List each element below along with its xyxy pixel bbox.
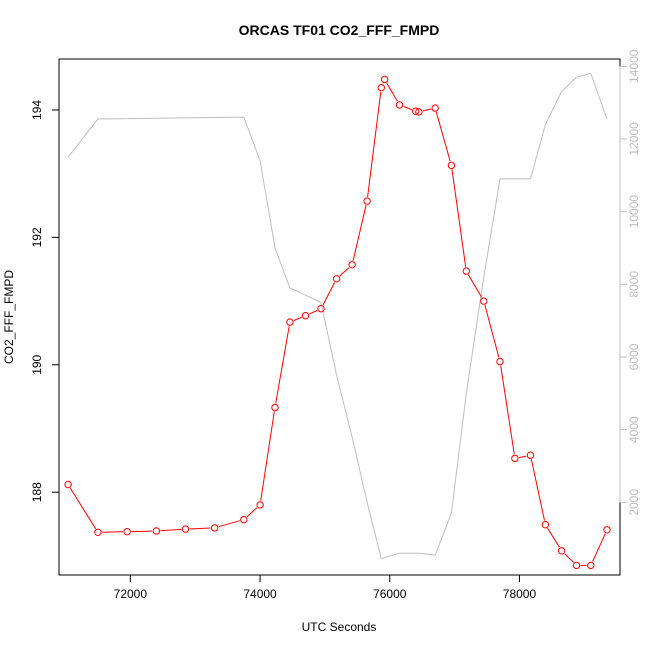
secondary-series-line xyxy=(67,72,608,560)
co2-point xyxy=(256,501,264,509)
co2-point xyxy=(526,451,535,459)
x-axis-label: UTC Seconds xyxy=(302,620,377,634)
co2-line-segment xyxy=(530,459,545,521)
co2-point xyxy=(332,275,341,283)
co2-line-segment xyxy=(275,326,290,404)
x-tick-label: 74000 xyxy=(243,587,277,601)
y-tick-right-label: 12000 xyxy=(627,122,641,156)
y-tick-left-label: 190 xyxy=(30,354,44,374)
co2-point xyxy=(317,305,325,313)
co2-point xyxy=(123,528,131,536)
y-axis-left: 188 190 192 194 xyxy=(30,100,60,502)
y-axis-label: CO2_FFF_FMPD xyxy=(2,270,16,364)
co2-line-segment xyxy=(518,455,527,459)
co2-point xyxy=(94,528,102,536)
co2-point xyxy=(181,525,190,533)
co2-series xyxy=(64,75,611,570)
co2-point xyxy=(363,197,371,205)
co2-line-segment xyxy=(260,411,275,501)
co2-line-segment xyxy=(564,553,574,563)
co2-point xyxy=(240,515,248,524)
y-tick-right-label: 8000 xyxy=(627,271,641,298)
co2-line-segment xyxy=(500,365,515,455)
co2-line-segment xyxy=(160,528,182,532)
co2-point xyxy=(395,101,404,109)
co2-line-segment xyxy=(69,487,97,530)
co2-line-segment xyxy=(467,274,483,298)
co2-point xyxy=(587,561,595,570)
co2-line-segment xyxy=(309,309,318,315)
co2-line-segment xyxy=(367,91,382,197)
y-tick-right-label: 2000 xyxy=(627,489,641,516)
co2-line-segment xyxy=(131,530,153,533)
co2-line-segment xyxy=(484,304,500,358)
y-tick-right-label: 10000 xyxy=(627,195,641,229)
co2-line-segment xyxy=(403,105,412,111)
co2-line-segment xyxy=(435,111,451,162)
x-tick-label: 76000 xyxy=(373,587,407,601)
co2-line-segment xyxy=(547,527,560,548)
co2-point xyxy=(572,561,581,570)
co2-point xyxy=(480,297,488,305)
y-tick-right-label: 4000 xyxy=(627,416,641,443)
co2-line-segment xyxy=(451,169,467,268)
co2-line-segment xyxy=(322,282,336,306)
y-axis-right: 2000 4000 6000 8000 10000 12000 14000 xyxy=(619,49,641,516)
co2-point xyxy=(377,84,385,92)
co2-point xyxy=(415,108,423,116)
x-axis: 72000 74000 76000 78000 xyxy=(114,574,537,601)
co2-line-segment xyxy=(339,267,350,277)
co2-point xyxy=(301,312,310,320)
co2-point xyxy=(431,104,439,112)
co2-point xyxy=(348,261,356,269)
co2-point xyxy=(412,107,420,115)
chart-title: ORCAS TF01 CO2_FFF_FMPD xyxy=(239,22,440,38)
co2-line-segment xyxy=(352,204,367,261)
x-tick-label: 72000 xyxy=(114,587,148,601)
y-tick-left-label: 188 xyxy=(30,482,44,502)
co2-line-segment xyxy=(386,82,398,102)
y-tick-right-label: 6000 xyxy=(627,343,641,370)
y-tick-right-label: 14000 xyxy=(627,49,641,83)
co2-point xyxy=(447,161,456,170)
secondary-series xyxy=(67,72,608,560)
y-tick-left-label: 194 xyxy=(30,100,44,120)
co2-point xyxy=(271,403,279,412)
co2-line-segment xyxy=(189,527,211,530)
co2-point xyxy=(603,526,611,534)
co2-point xyxy=(511,454,519,463)
co2-line-segment xyxy=(293,316,302,321)
co2-point xyxy=(152,527,161,535)
co2-point xyxy=(64,480,72,489)
co2-point xyxy=(496,357,504,366)
co2-point xyxy=(557,547,566,555)
co2-line-segment xyxy=(422,108,432,112)
y-tick-left-label: 192 xyxy=(30,227,44,247)
co2-point xyxy=(286,318,294,326)
co2-point xyxy=(541,521,550,529)
co2-line-segment xyxy=(218,520,240,528)
co2-point xyxy=(380,75,389,84)
x-tick-label: 78000 xyxy=(503,587,537,601)
co2-point xyxy=(462,267,470,275)
co2-point xyxy=(211,524,219,532)
co2-line-segment xyxy=(246,507,258,518)
co2-line-segment xyxy=(592,533,606,562)
